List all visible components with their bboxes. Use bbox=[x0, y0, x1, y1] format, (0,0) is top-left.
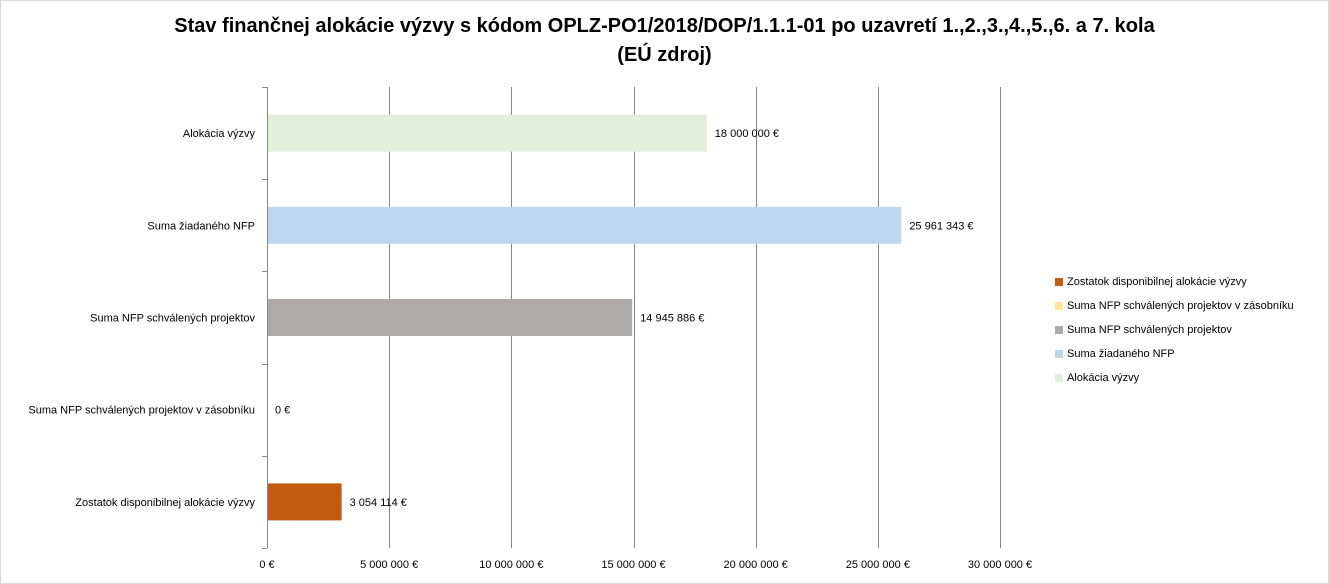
bar bbox=[267, 299, 633, 336]
legend-label: Alokácia výzvy bbox=[1067, 372, 1140, 384]
data-label: 3 054 114 € bbox=[350, 497, 407, 509]
category-label: Suma NFP schválených projektov v zásobní… bbox=[28, 405, 255, 417]
legend-label: Suma NFP schválených projektov v zásobní… bbox=[1067, 300, 1294, 312]
bar bbox=[267, 114, 707, 152]
legend-item: Suma NFP schválených projektov v zásobní… bbox=[1055, 294, 1294, 318]
category-label: Suma žiadaného NFP bbox=[147, 220, 255, 232]
data-label: 25 961 343 € bbox=[909, 220, 973, 232]
bar bbox=[267, 483, 342, 521]
data-label: 14 945 886 € bbox=[640, 313, 704, 325]
chart-subtitle: (EÚ zdroj) bbox=[617, 44, 712, 66]
legend-item: Zostatok disponibilnej alokácie výzvy bbox=[1055, 270, 1294, 294]
category-label: Alokácia výzvy bbox=[183, 128, 256, 140]
legend-swatch bbox=[1055, 326, 1063, 334]
chart-title-main: Stav finančnej alokácie výzvy s kódom OP… bbox=[174, 15, 1155, 37]
legend-label: Suma žiadaného NFP bbox=[1067, 348, 1175, 360]
legend-swatch bbox=[1055, 350, 1063, 358]
data-label: 0 € bbox=[275, 405, 290, 417]
legend-item: Suma žiadaného NFP bbox=[1055, 342, 1294, 366]
x-tick-label: 15 000 000 € bbox=[601, 559, 665, 571]
x-tick-label: 0 € bbox=[259, 559, 274, 571]
category-label: Zostatok disponibilnej alokácie výzvy bbox=[75, 497, 255, 509]
x-tick-label: 10 000 000 € bbox=[479, 559, 543, 571]
data-label: 18 000 000 € bbox=[715, 128, 779, 140]
legend-label: Suma NFP schválených projektov bbox=[1067, 324, 1232, 336]
legend-label: Zostatok disponibilnej alokácie výzvy bbox=[1067, 276, 1247, 288]
legend-swatch bbox=[1055, 374, 1063, 382]
category-label: Suma NFP schválených projektov bbox=[90, 313, 255, 325]
legend-swatch bbox=[1055, 278, 1063, 286]
legend-swatch bbox=[1055, 302, 1063, 310]
legend-item: Alokácia výzvy bbox=[1055, 366, 1294, 390]
legend-item: Suma NFP schválených projektov bbox=[1055, 318, 1294, 342]
x-tick-label: 5 000 000 € bbox=[360, 559, 418, 571]
x-tick-label: 25 000 000 € bbox=[846, 559, 910, 571]
bar bbox=[267, 206, 902, 244]
chart-title: Stav finančnej alokácie výzvy s kódom OP… bbox=[0, 12, 1329, 70]
x-tick-label: 30 000 000 € bbox=[968, 559, 1032, 571]
x-tick-label: 20 000 000 € bbox=[724, 559, 788, 571]
legend: Zostatok disponibilnej alokácie výzvy Sum… bbox=[1055, 270, 1294, 390]
